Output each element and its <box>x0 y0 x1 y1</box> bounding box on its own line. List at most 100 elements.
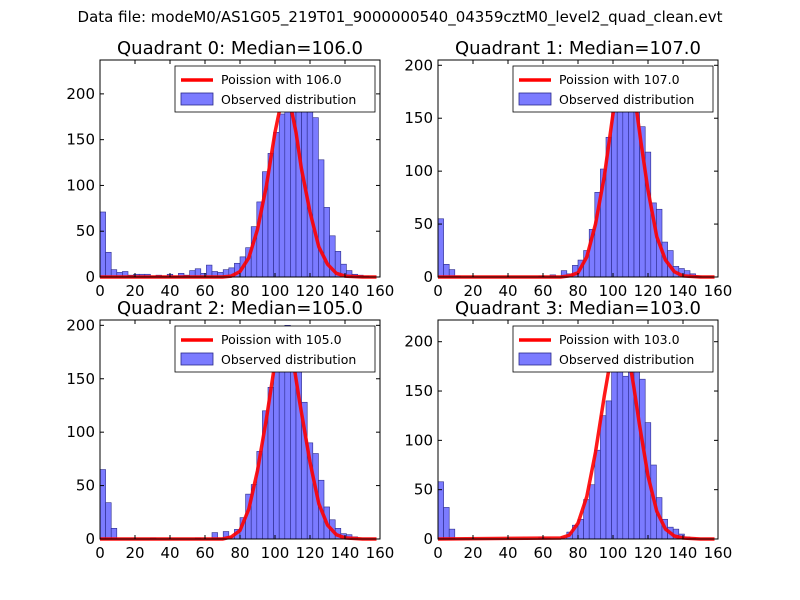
subplot-quadrant-0: Quadrant 0: Median=106.0 0 20 40 60 80 100 120 1… <box>66 38 394 300</box>
histogram-bar <box>628 86 635 278</box>
histogram-bar <box>622 375 629 540</box>
y-tick-label: 150 <box>66 131 95 149</box>
histogram-bar <box>273 359 280 540</box>
x-tick-label: 160 <box>366 544 395 562</box>
y-tick-label: 0 <box>85 268 95 286</box>
x-tick-label: 120 <box>296 544 325 562</box>
histogram-bar <box>206 264 213 278</box>
histogram-bar <box>105 251 112 278</box>
histogram-bar <box>437 218 444 278</box>
legend: Poission with 106.0 Observed distribution <box>174 65 376 113</box>
x-tick-label: 100 <box>599 282 628 300</box>
histogram-bar <box>594 449 601 540</box>
y-tick-label: 200 <box>66 85 95 103</box>
legend-hist-swatch <box>518 92 552 106</box>
histogram-bar <box>284 88 291 278</box>
x-tick-label: 0 <box>95 544 105 562</box>
x-tick-label: 160 <box>704 544 733 562</box>
histogram-bar <box>278 352 286 540</box>
legend-hist-swatch <box>180 352 214 366</box>
histogram-bar <box>616 94 624 278</box>
legend-fit-label: Poission with 105.0 <box>221 332 342 347</box>
x-tick-label: 140 <box>331 282 360 300</box>
histogram-bar <box>611 366 618 540</box>
x-tick-label: 140 <box>669 544 698 562</box>
x-tick-label: 100 <box>261 282 290 300</box>
y-tick-label: 0 <box>85 530 95 548</box>
histogram-bar <box>588 484 596 540</box>
y-tick-label: 0 <box>423 530 433 548</box>
x-tick-label: 100 <box>261 544 290 562</box>
histogram-bar <box>278 113 286 278</box>
x-tick-label: 20 <box>463 282 482 300</box>
x-tick-label: 160 <box>366 282 395 300</box>
subplot-title: Quadrant 3: Median=103.0 <box>455 298 701 319</box>
x-tick-label: 60 <box>195 282 214 300</box>
x-tick-label: 60 <box>533 282 552 300</box>
legend-hist-label: Observed distribution <box>559 352 694 367</box>
x-tick-label: 100 <box>599 544 628 562</box>
figure-suptitle: Data file: modeM0/AS1G05_219T01_90000005… <box>77 8 723 26</box>
x-tick-label: 140 <box>669 282 698 300</box>
legend-hist-label: Observed distribution <box>221 92 356 107</box>
x-tick-label: 40 <box>498 544 517 562</box>
histogram-bar <box>312 117 319 278</box>
y-tick-label: 150 <box>66 370 95 388</box>
x-tick-label: 80 <box>568 282 587 300</box>
subplot-title: Quadrant 2: Median=105.0 <box>117 298 363 319</box>
y-tick-label: 200 <box>404 56 433 74</box>
x-tick-label: 60 <box>533 544 552 562</box>
subplot-quadrant-1: Quadrant 1: Median=107.0 0 20 40 60 80 100 120 1… <box>404 38 732 300</box>
x-tick-label: 20 <box>125 544 144 562</box>
histogram-bar <box>443 507 450 540</box>
legend: Poission with 103.0 Observed distribution <box>512 325 714 373</box>
subplot-quadrant-3: Quadrant 3: Median=103.0 0 20 40 60 80 100 120 1… <box>404 298 732 562</box>
legend-fit-label: Poission with 107.0 <box>559 72 680 87</box>
legend-fit-label: Poission with 103.0 <box>559 332 680 347</box>
y-tick-label: 100 <box>66 423 95 441</box>
y-tick-label: 200 <box>66 316 95 334</box>
y-tick-label: 50 <box>76 222 95 240</box>
y-tick-label: 200 <box>404 333 433 351</box>
histogram-bar <box>105 502 112 540</box>
subplot-title: Quadrant 0: Median=106.0 <box>117 38 363 59</box>
histogram-bar <box>600 415 607 540</box>
legend-fit-label: Poission with 106.0 <box>221 72 342 87</box>
y-tick-label: 50 <box>414 481 433 499</box>
x-tick-label: 140 <box>331 544 360 562</box>
x-tick-label: 60 <box>195 544 214 562</box>
y-tick-label: 150 <box>404 382 433 400</box>
x-tick-label: 120 <box>634 282 663 300</box>
histogram-bar <box>611 105 618 278</box>
x-tick-label: 80 <box>568 544 587 562</box>
legend-hist-label: Observed distribution <box>559 92 694 107</box>
x-tick-label: 120 <box>296 282 325 300</box>
y-tick-label: 150 <box>404 109 433 127</box>
x-tick-label: 80 <box>230 544 249 562</box>
legend: Poission with 107.0 Observed distribution <box>512 65 714 113</box>
y-tick-label: 100 <box>404 431 433 449</box>
histogram-bar <box>273 132 280 278</box>
x-tick-label: 40 <box>160 282 179 300</box>
y-tick-label: 100 <box>66 176 95 194</box>
legend-hist-swatch <box>180 92 214 106</box>
y-tick-label: 100 <box>404 162 433 180</box>
legend: Poission with 105.0 Observed distribution <box>174 325 376 373</box>
histogram-bar <box>605 400 612 540</box>
subplot-title: Quadrant 1: Median=107.0 <box>455 38 701 59</box>
histogram-bar <box>99 469 106 540</box>
x-tick-label: 0 <box>95 282 105 300</box>
x-tick-label: 120 <box>634 544 663 562</box>
y-tick-label: 50 <box>414 215 433 233</box>
x-tick-label: 160 <box>704 282 733 300</box>
legend-hist-label: Observed distribution <box>221 352 356 367</box>
x-tick-label: 40 <box>498 282 517 300</box>
x-tick-label: 20 <box>125 282 144 300</box>
x-tick-label: 0 <box>433 282 443 300</box>
subplot-quadrant-2: Quadrant 2: Median=105.0 0 20 40 60 80 100 120 1… <box>66 298 394 562</box>
x-tick-label: 40 <box>160 544 179 562</box>
y-tick-label: 50 <box>76 477 95 495</box>
legend-hist-swatch <box>518 352 552 366</box>
x-tick-label: 20 <box>463 544 482 562</box>
